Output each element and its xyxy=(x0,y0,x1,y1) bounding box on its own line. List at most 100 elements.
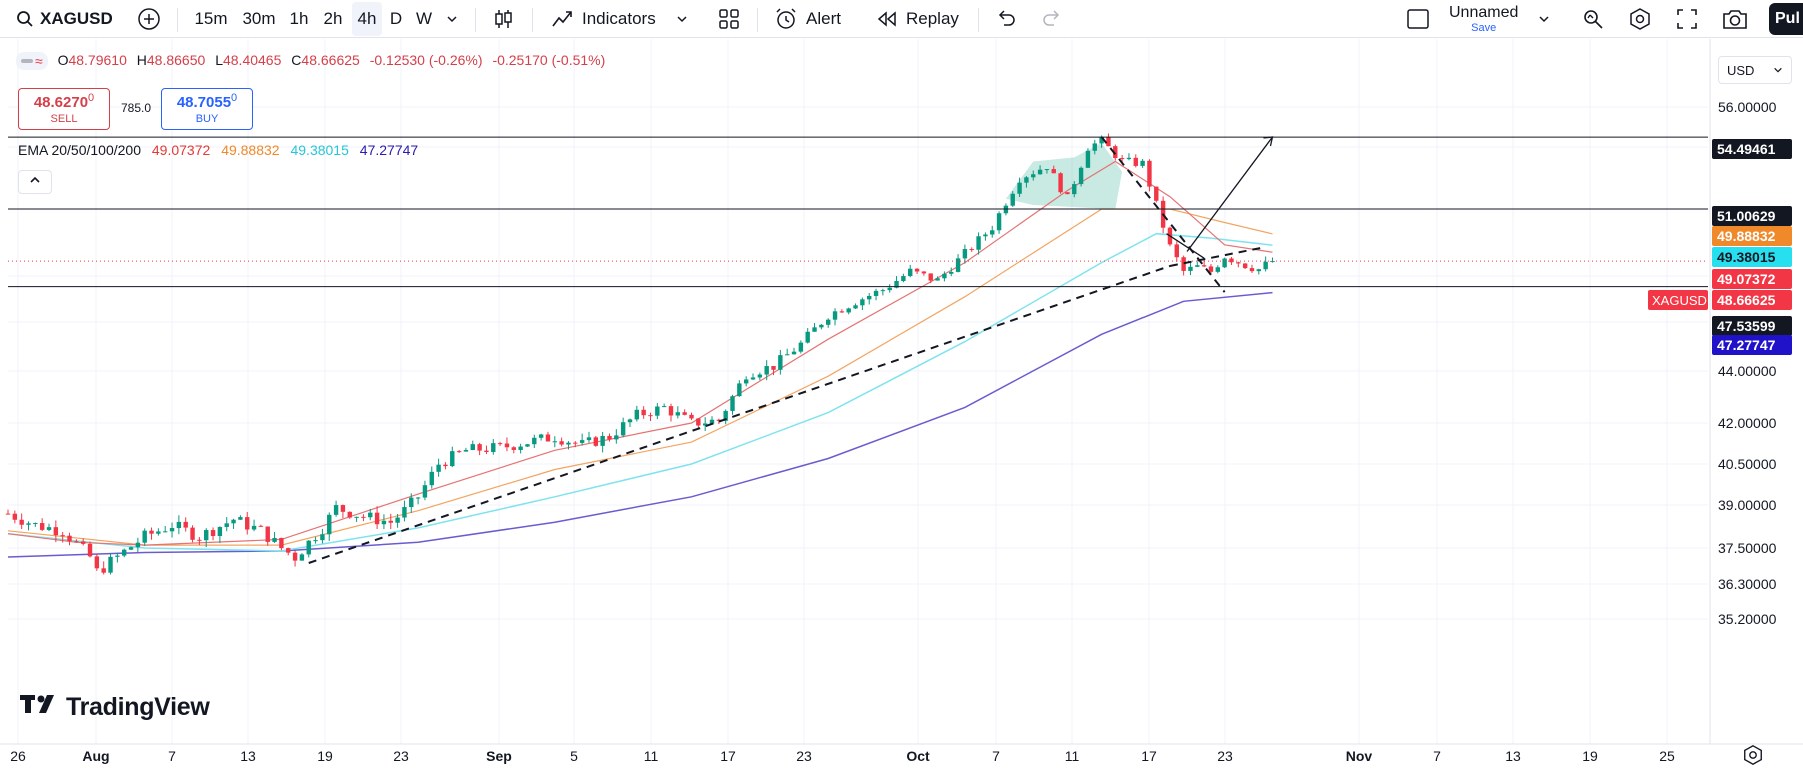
time-axis: 26 Aug 7 13 19 23 Sep 5 11 17 23 Oct 7 11 17 23 Nov 7 13 19… xyxy=(0,743,1803,764)
rewind-icon xyxy=(876,10,898,28)
chart-pane[interactable]: 56.0000054.0000048.0000046.0000044.00000… xyxy=(0,39,1803,780)
replay-button[interactable]: Replay xyxy=(876,0,959,38)
layout-checkbox[interactable] xyxy=(1406,0,1430,38)
candle-up xyxy=(798,342,804,352)
candle-up xyxy=(1078,167,1084,185)
candle-down xyxy=(1051,169,1056,174)
layouts-button[interactable] xyxy=(717,0,741,38)
candle-up xyxy=(552,441,557,443)
candle-down xyxy=(340,505,346,512)
high-label: H xyxy=(136,52,147,68)
timeframe-4h[interactable]: 4h xyxy=(352,2,382,36)
candle-up xyxy=(661,406,667,408)
timeframe-2h[interactable]: 2h xyxy=(323,9,343,28)
candle-up xyxy=(901,276,906,282)
candle-up xyxy=(238,517,243,520)
candle-up xyxy=(784,354,790,356)
candle-up xyxy=(224,523,229,527)
candle-down xyxy=(1119,158,1125,160)
candles xyxy=(5,133,1275,575)
timeframe-w[interactable]: W xyxy=(415,9,433,28)
legend-toggle[interactable]: ≈ xyxy=(16,52,48,71)
gear-icon xyxy=(1742,745,1764,770)
candle-up xyxy=(1017,182,1022,194)
candle-down xyxy=(511,447,516,450)
symbol-tag: XAGUSD xyxy=(1652,293,1707,308)
candle-up xyxy=(942,273,947,279)
layout-dropdown[interactable] xyxy=(1538,0,1550,38)
ema50-line xyxy=(7,208,1273,546)
candle-up xyxy=(627,419,633,423)
ema100-line xyxy=(7,232,1273,552)
ema-legend[interactable]: EMA 20/50/100/200 49.07372 49.88832 49.3… xyxy=(18,142,425,158)
candle-up xyxy=(108,556,113,573)
layout-save-link[interactable]: Save xyxy=(1471,21,1497,34)
price-label-bg-level-mid xyxy=(1712,206,1792,226)
candle-up xyxy=(470,444,475,450)
projection-arrow-back xyxy=(1166,233,1205,259)
candle-down xyxy=(484,450,489,452)
alarm-clock-icon xyxy=(774,7,798,31)
y-tick-label: 42.00000 xyxy=(1718,415,1777,431)
buy-button[interactable]: 48.70550 BUY xyxy=(161,88,253,130)
candle-up xyxy=(463,449,469,452)
candle-up xyxy=(579,440,585,443)
publish-button[interactable]: Pul xyxy=(1769,3,1803,35)
chart-grid xyxy=(8,39,1708,744)
price-chart[interactable]: 56.0000054.0000048.0000046.0000044.00000… xyxy=(0,39,1803,780)
fullscreen-button[interactable] xyxy=(1676,0,1698,38)
candle-up xyxy=(115,555,120,557)
candle-down xyxy=(87,543,93,557)
change-value: -0.12530 (-0.26%) xyxy=(369,52,483,68)
candle-down xyxy=(641,409,646,416)
search-icon xyxy=(16,10,34,28)
timeframe-30m[interactable]: 30m xyxy=(242,9,276,28)
indicators-button[interactable]: Indicators xyxy=(550,0,688,38)
magnifier-sparkle-icon xyxy=(1581,7,1605,31)
collapse-legend-button[interactable] xyxy=(18,170,52,194)
timeframe-dropdown[interactable] xyxy=(446,0,458,38)
layout-name-button[interactable]: Unnamed Save xyxy=(1449,0,1518,38)
candle-up xyxy=(1092,143,1097,151)
close-value: 48.66625 xyxy=(301,52,360,68)
candle-up xyxy=(846,308,851,313)
candle-up xyxy=(1195,265,1200,267)
candle-up xyxy=(873,290,879,296)
candle-down xyxy=(1236,262,1241,264)
timeframe-15m[interactable]: 15m xyxy=(194,9,228,28)
symbol-search-button[interactable]: XAGUSD xyxy=(16,0,113,38)
candle-up xyxy=(709,419,715,424)
redo-button[interactable] xyxy=(1041,0,1063,38)
tradingview-logo[interactable]: TradingView xyxy=(20,693,210,722)
sell-button[interactable]: 48.62700 SELL xyxy=(18,88,110,130)
candle-up xyxy=(163,531,168,533)
chart-type-button[interactable] xyxy=(491,0,515,38)
candle-down xyxy=(183,521,188,528)
undo-button[interactable] xyxy=(995,0,1017,38)
candle-up xyxy=(737,383,742,397)
candle-up xyxy=(409,497,414,508)
price-label-bg-level-high xyxy=(1712,139,1792,159)
candle-up xyxy=(313,540,318,542)
alert-button[interactable]: Alert xyxy=(774,0,841,38)
candle-down xyxy=(361,516,366,518)
indicators-label: Indicators xyxy=(582,9,656,28)
ema100-value: 49.38015 xyxy=(290,142,349,158)
candle-up xyxy=(832,311,838,320)
candle-down xyxy=(60,535,65,537)
candle-down xyxy=(771,366,776,370)
snapshot-button[interactable] xyxy=(1721,0,1749,38)
candle-up xyxy=(33,523,38,525)
quick-search-button[interactable] xyxy=(1581,0,1605,38)
x-tick-label: 11 xyxy=(1065,748,1080,764)
ema20-value: 49.07372 xyxy=(151,142,211,158)
x-tick-label: 25 xyxy=(1659,748,1675,764)
axis-settings-button[interactable] xyxy=(1742,744,1766,768)
timeframe-d[interactable]: D xyxy=(389,9,403,28)
compare-symbol-button[interactable] xyxy=(137,0,161,38)
timeframe-1h[interactable]: 1h xyxy=(289,9,309,28)
settings-button[interactable] xyxy=(1628,0,1652,38)
currency-selector[interactable]: USD xyxy=(1718,56,1792,84)
candle-up xyxy=(525,444,530,447)
support-trendline-ext xyxy=(1169,246,1266,267)
